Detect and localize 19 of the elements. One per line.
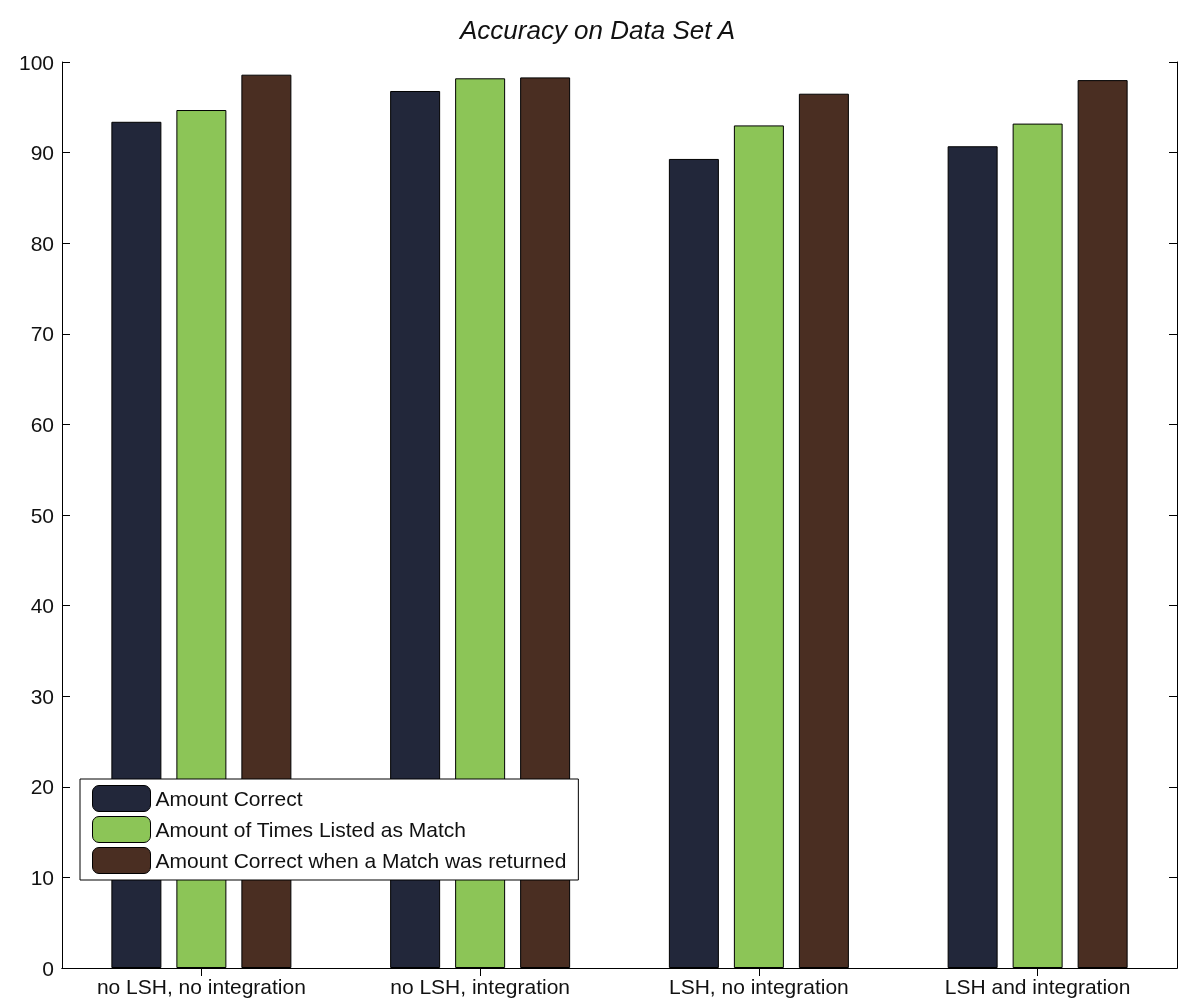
y-tick-label: 50	[30, 503, 54, 527]
y-tick-label: 30	[30, 684, 54, 708]
x-tick-label: no LSH, no integration	[96, 975, 306, 998]
x-tick-label: no LSH, integration	[390, 975, 571, 998]
y-tick-label: 80	[30, 231, 54, 255]
legend-label: Amount Correct when a Match was returned	[155, 849, 567, 872]
y-tick-label: 10	[30, 865, 54, 889]
y-tick-label: 20	[30, 775, 54, 799]
y-tick-label: 40	[30, 594, 54, 618]
legend-label: Amount of Times Listed as Match	[155, 818, 466, 841]
y-tick-label: 90	[30, 141, 54, 165]
y-tick-label: 0	[42, 956, 54, 980]
x-tick-label: LSH and integration	[944, 975, 1131, 998]
y-tick-label: 100	[18, 50, 54, 74]
y-tick-label: 70	[30, 322, 54, 346]
chart-title: Accuracy on Data Set A	[457, 15, 736, 45]
x-tick-label: LSH, no integration	[668, 975, 849, 998]
legend-label: Amount Correct	[155, 787, 303, 810]
y-tick-label: 60	[30, 412, 54, 436]
